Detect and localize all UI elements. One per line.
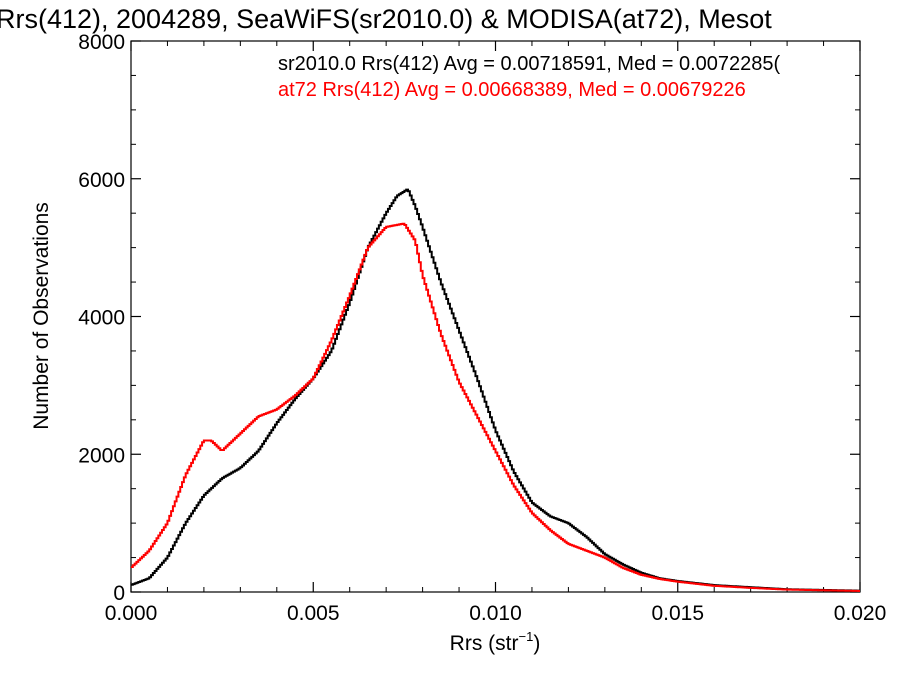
x-tick-label: 0.020 [834, 602, 887, 625]
y-tick-label: 6000 [78, 169, 125, 192]
y-axis-label: Number of Observations [30, 202, 53, 430]
axis-ticks: 0.000 0.005 0.010 0.015 0.020 0 2000 4000 6000 80… [78, 31, 886, 625]
series-sr2010-line [131, 188, 860, 592]
x-tick-label: 0.010 [469, 602, 522, 625]
legend-entry-at72: at72 Rrs(412) Avg = 0.00668389, Med = 0.… [278, 79, 746, 101]
x-axis-label-superscript: −1 [519, 629, 534, 644]
chart-title: Rrs(412), 2004289, SeaWiFS(sr2010.0) & M… [0, 4, 772, 34]
x-tick-label: 0.000 [105, 602, 158, 625]
y-tick-label: 2000 [78, 444, 125, 467]
x-axis-label: Rrs (str−1) [450, 629, 541, 655]
x-axis-label-main: Rrs (str [450, 632, 519, 655]
series-group [131, 188, 860, 592]
x-axis-label-tail: ) [533, 632, 540, 655]
x-tick-label: 0.005 [287, 602, 340, 625]
series-at72-line [131, 222, 860, 592]
x-tick-label: 0.015 [651, 602, 704, 625]
plot-area [130, 40, 861, 593]
y-tick-label: 4000 [78, 307, 125, 330]
plot-frame [130, 40, 861, 593]
y-tick-label: 0 [113, 582, 125, 605]
y-tick-label: 8000 [78, 31, 125, 54]
legend-entry-sr2010: sr2010.0 Rrs(412) Avg = 0.00718591, Med … [278, 53, 781, 75]
